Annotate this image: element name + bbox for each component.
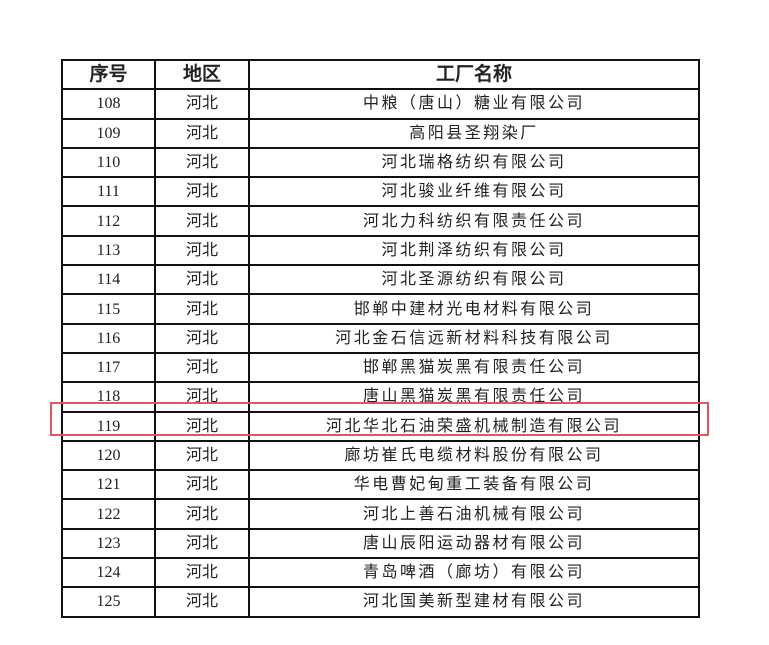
row-factory-name: 中粮（唐山）糖业有限公司 [248, 88, 700, 120]
table-row: 115 河北 邯郸中建材光电材料有限公司 [61, 293, 700, 325]
row-index: 125 [61, 586, 156, 618]
table-row: 111 河北 河北骏业纤维有限公司 [61, 176, 700, 208]
table-row: 116 河北 河北金石信远新材料科技有限公司 [61, 322, 700, 354]
row-index: 121 [61, 469, 156, 501]
row-factory-name: 廊坊崔氏电缆材料股份有限公司 [248, 439, 700, 472]
row-region: 河北 [154, 586, 250, 618]
row-region: 河北 [154, 264, 250, 296]
row-factory-name: 河北骏业纤维有限公司 [248, 176, 700, 208]
row-region: 河北 [154, 293, 250, 325]
row-factory-name: 河北力科纺织有限责任公司 [248, 205, 700, 237]
row-factory-name: 高阳县圣翔染厂 [248, 117, 700, 149]
row-region: 河北 [154, 498, 250, 530]
row-region: 河北 [154, 117, 250, 149]
table-row: 121 河北 华电曹妃甸重工装备有限公司 [61, 469, 700, 501]
row-region: 河北 [154, 88, 250, 120]
row-index: 124 [61, 557, 156, 589]
row-index: 114 [61, 264, 156, 296]
row-index: 122 [61, 498, 156, 530]
table-row: 124 河北 青岛啤酒（廊坊）有限公司 [61, 557, 700, 589]
row-index: 111 [61, 176, 156, 208]
row-factory-name: 河北上善石油机械有限公司 [248, 498, 700, 530]
row-factory-name: 唐山黑猫炭黑有限责任公司 [248, 381, 700, 413]
row-region: 河北 [154, 410, 250, 442]
row-factory-name: 河北金石信远新材料科技有限公司 [248, 322, 700, 354]
row-index: 112 [61, 205, 156, 237]
row-region: 河北 [154, 381, 250, 413]
row-factory-name: 河北荆泽纺织有限公司 [248, 234, 700, 267]
row-index: 116 [61, 322, 156, 354]
row-region: 河北 [154, 146, 250, 179]
table-row: 114 河北 河北圣源纺织有限公司 [61, 264, 700, 296]
row-index: 110 [61, 146, 156, 179]
table-row: 125 河北 河北国美新型建材有限公司 [61, 586, 700, 618]
table-header-row: 序号 地区 工厂名称 [61, 58, 700, 91]
row-index: 113 [61, 234, 156, 267]
table-row: 119 河北 河北华北石油荣盛机械制造有限公司 [61, 410, 700, 442]
header-region: 地区 [154, 58, 250, 91]
row-index: 115 [61, 293, 156, 325]
table-row: 123 河北 唐山辰阳运动器材有限公司 [61, 527, 700, 560]
header-factory-name: 工厂名称 [248, 58, 700, 91]
row-region: 河北 [154, 205, 250, 237]
row-index: 118 [61, 381, 156, 413]
table-row: 108 河北 中粮（唐山）糖业有限公司 [61, 88, 700, 120]
row-factory-name: 邯郸中建材光电材料有限公司 [248, 293, 700, 325]
row-factory-name: 河北华北石油荣盛机械制造有限公司 [248, 410, 700, 442]
row-region: 河北 [154, 527, 250, 560]
row-region: 河北 [154, 557, 250, 589]
row-region: 河北 [154, 469, 250, 501]
row-region: 河北 [154, 234, 250, 267]
row-factory-name: 河北圣源纺织有限公司 [248, 264, 700, 296]
row-index: 109 [61, 117, 156, 149]
row-factory-name: 青岛啤酒（廊坊）有限公司 [248, 557, 700, 589]
row-index: 120 [61, 439, 156, 472]
row-region: 河北 [154, 351, 250, 384]
table-row: 110 河北 河北瑞格纺织有限公司 [61, 146, 700, 179]
row-index: 108 [61, 88, 156, 120]
table-row: 113 河北 河北荆泽纺织有限公司 [61, 234, 700, 267]
table-row: 117 河北 邯郸黑猫炭黑有限责任公司 [61, 351, 700, 384]
table-row: 109 河北 高阳县圣翔染厂 [61, 117, 700, 149]
row-factory-name: 邯郸黑猫炭黑有限责任公司 [248, 351, 700, 384]
row-index: 117 [61, 351, 156, 384]
table-row: 118 河北 唐山黑猫炭黑有限责任公司 [61, 381, 700, 413]
row-factory-name: 河北国美新型建材有限公司 [248, 586, 700, 618]
table-row: 120 河北 廊坊崔氏电缆材料股份有限公司 [61, 439, 700, 472]
header-index: 序号 [61, 58, 156, 91]
row-factory-name: 河北瑞格纺织有限公司 [248, 146, 700, 179]
row-region: 河北 [154, 322, 250, 354]
row-index: 123 [61, 527, 156, 560]
table-row: 122 河北 河北上善石油机械有限公司 [61, 498, 700, 530]
table-row: 112 河北 河北力科纺织有限责任公司 [61, 205, 700, 237]
row-factory-name: 华电曹妃甸重工装备有限公司 [248, 469, 700, 501]
row-index: 119 [61, 410, 156, 442]
row-region: 河北 [154, 439, 250, 472]
row-factory-name: 唐山辰阳运动器材有限公司 [248, 527, 700, 560]
row-region: 河北 [154, 176, 250, 208]
factory-table: 序号 地区 工厂名称 108 河北 中粮（唐山）糖业有限公司 109 河北 高阳县圣翔染厂… [61, 58, 700, 618]
